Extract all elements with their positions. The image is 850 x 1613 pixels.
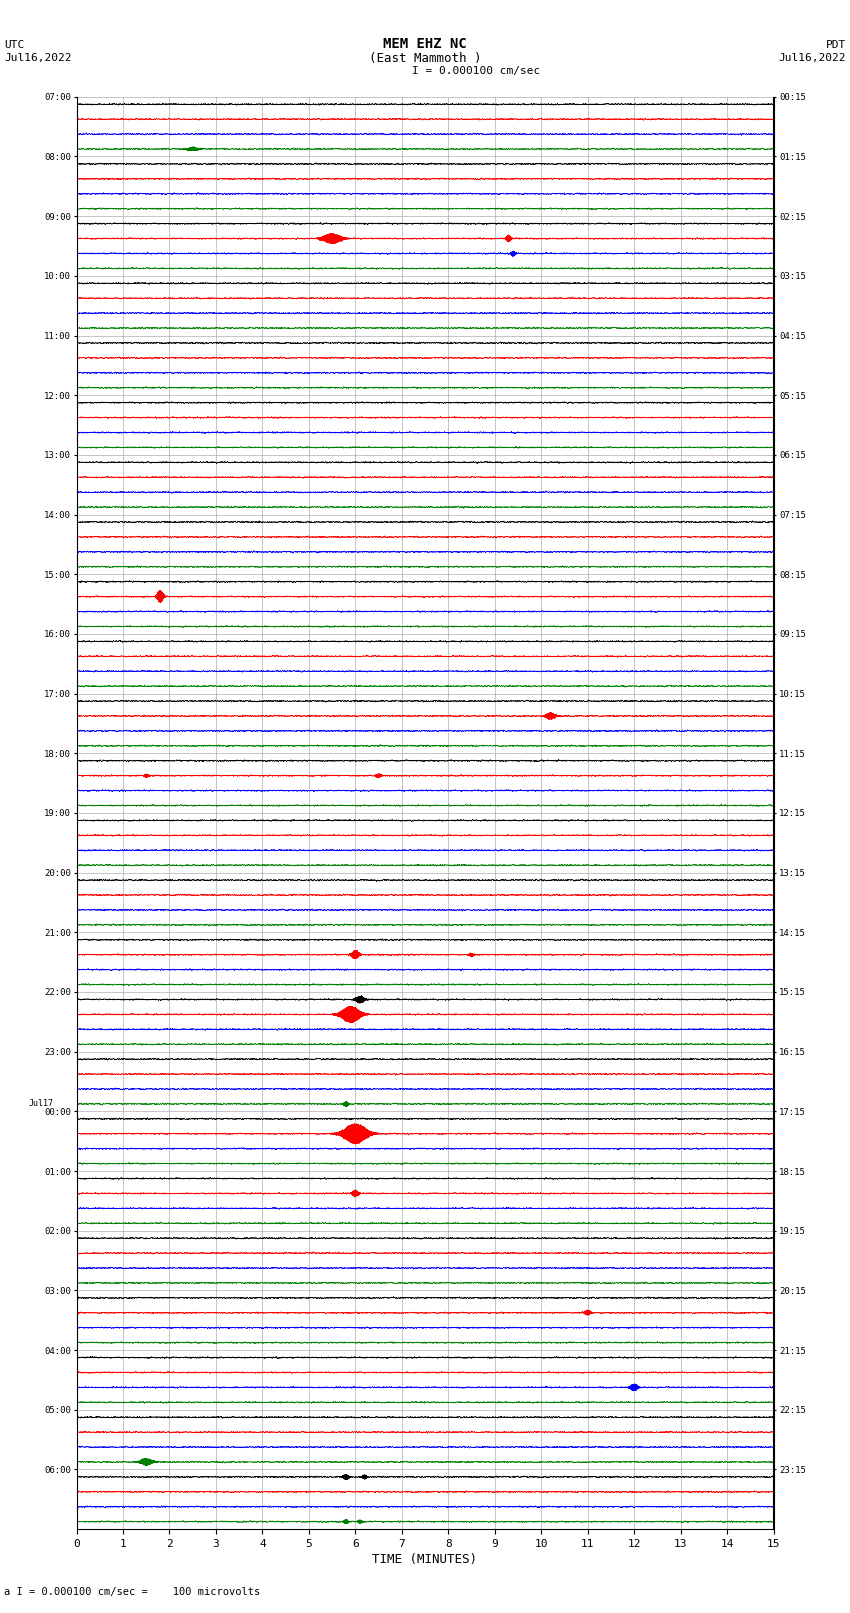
Text: (East Mammoth ): (East Mammoth ) [369, 52, 481, 65]
Text: Jul16,2022: Jul16,2022 [4, 53, 71, 63]
Text: UTC: UTC [4, 40, 25, 50]
Text: PDT: PDT [825, 40, 846, 50]
Text: Jul17: Jul17 [28, 1100, 54, 1108]
Text: I = 0.000100 cm/sec: I = 0.000100 cm/sec [412, 66, 541, 76]
Text: MEM EHZ NC: MEM EHZ NC [383, 37, 467, 52]
X-axis label: TIME (MINUTES): TIME (MINUTES) [372, 1553, 478, 1566]
Text: Jul16,2022: Jul16,2022 [779, 53, 846, 63]
Text: a I = 0.000100 cm/sec =    100 microvolts: a I = 0.000100 cm/sec = 100 microvolts [4, 1587, 260, 1597]
